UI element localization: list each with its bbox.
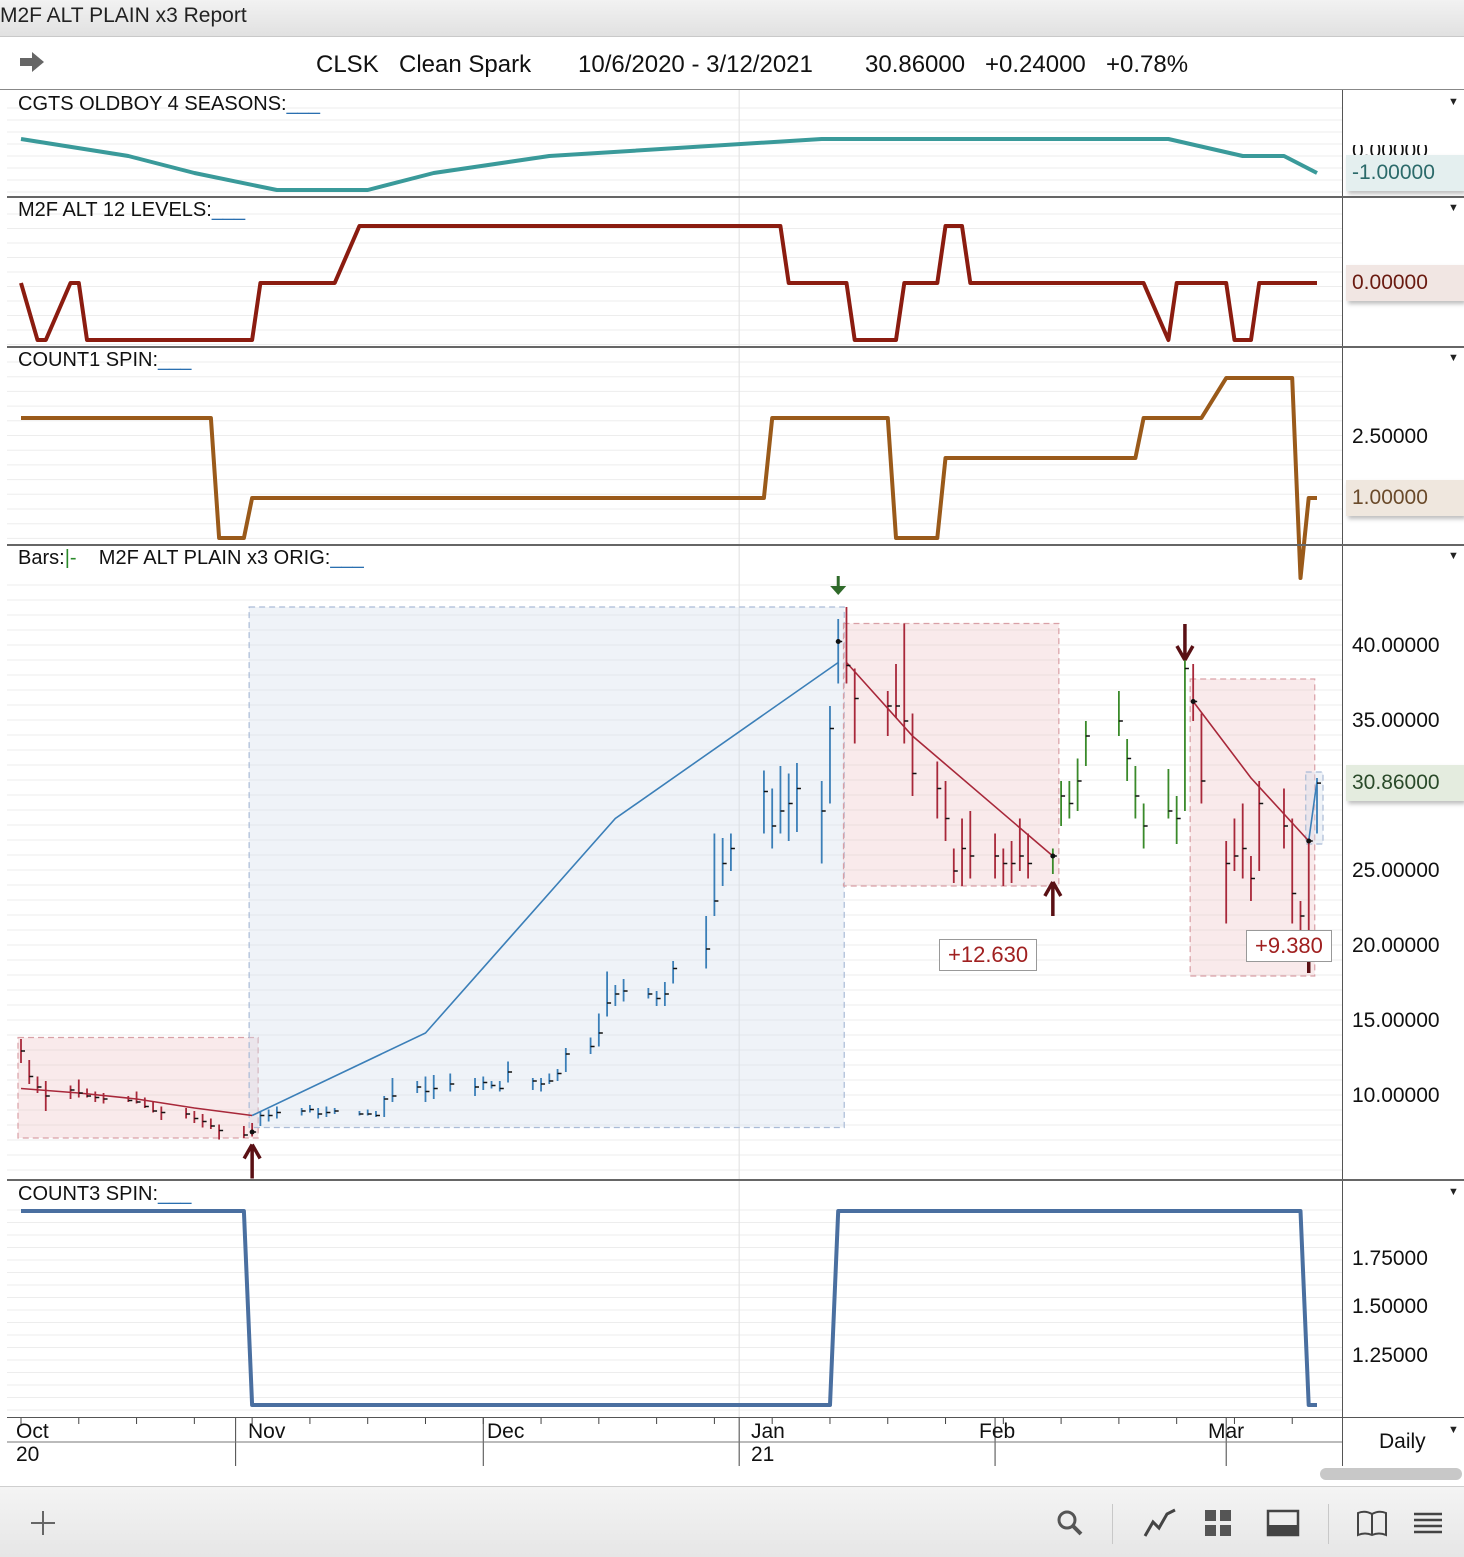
seasons-label-text: CGTS OLDBOY 4 SEASONS: [18, 93, 287, 115]
count3-tick: 1.75000 [1352, 1247, 1428, 1270]
pane-menu-icon[interactable]: ▼ [1448, 550, 1459, 562]
interval-menu-icon[interactable]: ▼ [1448, 1424, 1459, 1436]
sell-arrow-icon [1175, 624, 1195, 661]
count1-label-text: COUNT1 SPIN: [18, 349, 159, 371]
study-label-text: M2F ALT PLAIN x3 ORIG: [98, 547, 331, 569]
grid-icon[interactable] [1203, 1508, 1233, 1538]
pane-menu-icon[interactable]: ▼ [1448, 352, 1459, 364]
count3-underscore: ___ [158, 1183, 192, 1205]
count3-tick: 1.50000 [1352, 1295, 1428, 1318]
pane-separator[interactable] [7, 196, 1464, 198]
pane-separator[interactable] [7, 544, 1464, 546]
seasons-line [20, 137, 1318, 192]
symbol-name: Clean Spark [399, 51, 532, 78]
panel-icon[interactable] [1266, 1508, 1300, 1538]
levels-underscore: ___ [211, 199, 246, 221]
x-label-year: 21 [751, 1443, 775, 1466]
window-titlebar: M2F ALT PLAIN x3 Report [0, 0, 1464, 37]
trade-box [17, 1036, 259, 1139]
pane-label-price[interactable]: Bars:|- M2F ALT PLAIN x3 ORIG:___ [18, 547, 364, 570]
levels-label-text: M2F ALT 12 LEVELS: [18, 199, 212, 221]
count1-underscore: ___ [158, 349, 192, 371]
symbol-ticker[interactable]: CLSK [316, 51, 379, 78]
study-underscore: ___ [330, 547, 364, 569]
price-tick: 10.00000 [1352, 1084, 1440, 1107]
price-value-badge: 30.86000 [1346, 765, 1464, 801]
sell-arrow-head-icon [830, 586, 847, 595]
count1-value-badge: 1.00000 [1346, 480, 1464, 516]
pane-label-count3[interactable]: COUNT3 SPIN:___ [18, 1183, 191, 1206]
buy-cover-arrow-icon [1043, 881, 1063, 916]
symbol-header: CLSK Clean Spark 10/6/2020 - 3/12/2021 3… [0, 37, 1464, 90]
price-tick: 15.00000 [1352, 1009, 1440, 1032]
trade-marker-dot [1190, 699, 1196, 704]
pane-label-seasons[interactable]: CGTS OLDBOY 4 SEASONS:___ [18, 93, 320, 116]
bars-label-text: Bars: [18, 547, 65, 569]
price-change: +0.24000 [985, 51, 1086, 78]
trade-box [842, 622, 1060, 887]
trade-pnl-label: +9.380 [1246, 930, 1332, 962]
trade-box [248, 606, 845, 1129]
levels-value-badge: 0.00000 [1346, 265, 1464, 301]
toolbar-separator [1112, 1504, 1113, 1544]
price-tick: 40.00000 [1352, 634, 1440, 657]
date-range: 10/6/2020 - 3/12/2021 [578, 51, 813, 78]
toolbar-separator [1328, 1504, 1329, 1544]
horizontal-scrollbar[interactable] [1320, 1468, 1462, 1480]
bars-mark: |- [64, 547, 77, 569]
count1-tick: 2.50000 [1352, 425, 1428, 448]
trade-pnl-label: +12.630 [939, 939, 1038, 971]
search-icon[interactable] [1055, 1508, 1085, 1538]
trade-marker-dot [1306, 838, 1312, 844]
x-label-month: Feb [979, 1420, 1016, 1443]
pane-separator[interactable] [7, 346, 1464, 348]
pane-label-count1[interactable]: COUNT1 SPIN:___ [18, 349, 191, 372]
levels-line [19, 224, 1317, 342]
seasons-value-badge: -1.00000 [1346, 155, 1464, 191]
trade-trendline [1307, 780, 1318, 842]
add-icon[interactable] [28, 1508, 58, 1538]
pane-separator[interactable] [7, 1179, 1464, 1181]
pane-label-levels[interactable]: M2F ALT 12 LEVELS:___ [18, 199, 245, 222]
price-tick: 20.00000 [1352, 934, 1440, 957]
window-title: M2F ALT PLAIN x3 Report [0, 4, 247, 27]
x-label-month: Oct [16, 1420, 49, 1443]
trade-marker-dot [249, 1129, 255, 1135]
book-icon[interactable] [1355, 1508, 1389, 1538]
x-label-month: Nov [248, 1420, 286, 1443]
count3-label-text: COUNT3 SPIN: [18, 1183, 159, 1205]
buy-cover-arrow-icon [242, 1143, 262, 1179]
chart-panes[interactable] [0, 90, 1342, 1420]
pane-menu-icon[interactable]: ▼ [1448, 1186, 1459, 1198]
price-change-pct: +0.78% [1106, 51, 1189, 78]
interval-selector[interactable]: Daily [1342, 1417, 1464, 1466]
pane-menu-icon[interactable]: ▼ [1448, 96, 1459, 108]
right-axis-column [1342, 90, 1464, 1417]
date-axis-ticks [7, 1418, 1342, 1466]
count3-line [21, 1209, 1317, 1407]
price-tick: 25.00000 [1352, 859, 1440, 882]
x-label-year: 20 [16, 1443, 40, 1466]
x-label-month: Jan [751, 1420, 785, 1443]
link-arrow-icon[interactable] [18, 51, 46, 73]
trade-trendline [251, 661, 839, 1117]
x-label-month: Dec [487, 1420, 525, 1443]
menu-icon[interactable] [1412, 1508, 1444, 1538]
trade-trendline [1192, 701, 1310, 842]
last-price: 30.86000 [865, 51, 966, 78]
count1-line [21, 376, 1317, 580]
seasons-underscore: ___ [286, 93, 320, 115]
bottom-toolbar [0, 1486, 1464, 1557]
trade-marker-dot [835, 639, 841, 644]
pane-menu-icon[interactable]: ▼ [1448, 202, 1459, 214]
trade-marker-dot [1050, 853, 1056, 859]
draw-line-icon[interactable] [1143, 1508, 1177, 1538]
date-axis[interactable]: Oct 20 Nov Dec Jan 21 Feb Mar [7, 1417, 1342, 1466]
x-label-month: Mar [1208, 1420, 1245, 1443]
interval-label: Daily [1379, 1430, 1426, 1453]
price-tick: 35.00000 [1352, 709, 1440, 732]
trade-box [1189, 678, 1316, 977]
count3-tick: 1.25000 [1352, 1344, 1428, 1367]
